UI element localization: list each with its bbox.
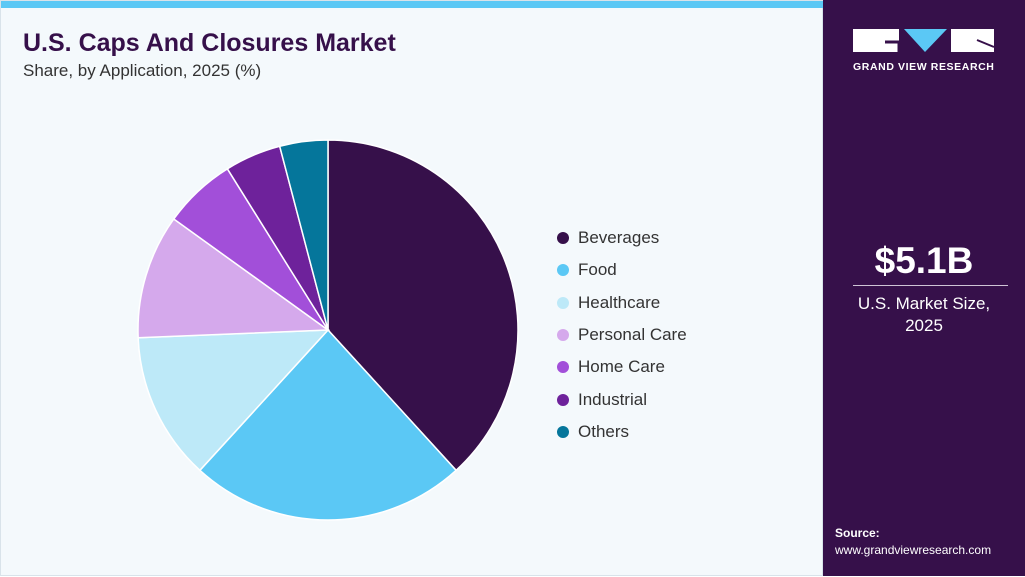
sidebar: GRAND VIEW RESEARCH $5.1B U.S. Market Si… (823, 0, 1025, 576)
legend-swatch (557, 425, 569, 438)
source-label: Source: (835, 526, 880, 540)
chart-title: U.S. Caps And Closures Market (23, 29, 396, 57)
legend-swatch (557, 296, 569, 309)
pie-slice-food (198, 328, 458, 521)
legend-item: Others (557, 416, 687, 448)
legend-item: Industrial (557, 383, 687, 415)
legend-swatch (557, 264, 569, 277)
chart-subtitle: Share, by Application, 2025 (%) (23, 61, 262, 80)
legend-item: Food (557, 254, 687, 286)
pie-slice-personal-care (137, 217, 331, 339)
legend-label: Industrial (578, 389, 647, 409)
legend-label: Food (578, 260, 617, 280)
legend-item: Healthcare (557, 287, 687, 319)
pie-slice-beverages (327, 139, 519, 472)
legend-label: Healthcare (578, 292, 661, 312)
market-size-label: U.S. Market Size, 2025 (823, 293, 1025, 337)
legend-item: Beverages (557, 222, 687, 254)
legend-swatch (557, 329, 569, 342)
legend-swatch (557, 393, 569, 406)
market-size-value: $5.1B (874, 240, 974, 281)
legend-label: Beverages (578, 228, 660, 248)
legend-label: Home Care (578, 357, 665, 377)
source-url[interactable]: www.grandviewresearch.com (835, 543, 992, 557)
legend-item: Personal Care (557, 319, 687, 351)
legend-label: Others (578, 421, 630, 441)
grand-view-research-logo (853, 29, 995, 52)
market-size-label-line1: U.S. Market Size, (857, 294, 991, 313)
accent-bar (1, 1, 824, 8)
legend: Beverages Food Healthcare Personal Care Home… (557, 222, 687, 448)
legend-item: Home Care (557, 351, 687, 383)
divider (853, 285, 1008, 286)
market-size-label-year: 2025 (905, 316, 943, 335)
pie-chart (137, 139, 519, 521)
legend-label: Personal Care (578, 325, 687, 345)
chart-panel: U.S. Caps And Closures Market Share, by … (0, 0, 824, 576)
logo-text: GRAND VIEW RESEARCH (853, 61, 995, 73)
pie-slice-healthcare (137, 329, 330, 472)
legend-swatch (557, 361, 569, 374)
legend-swatch (557, 232, 569, 245)
pie-slice-others (278, 139, 329, 331)
